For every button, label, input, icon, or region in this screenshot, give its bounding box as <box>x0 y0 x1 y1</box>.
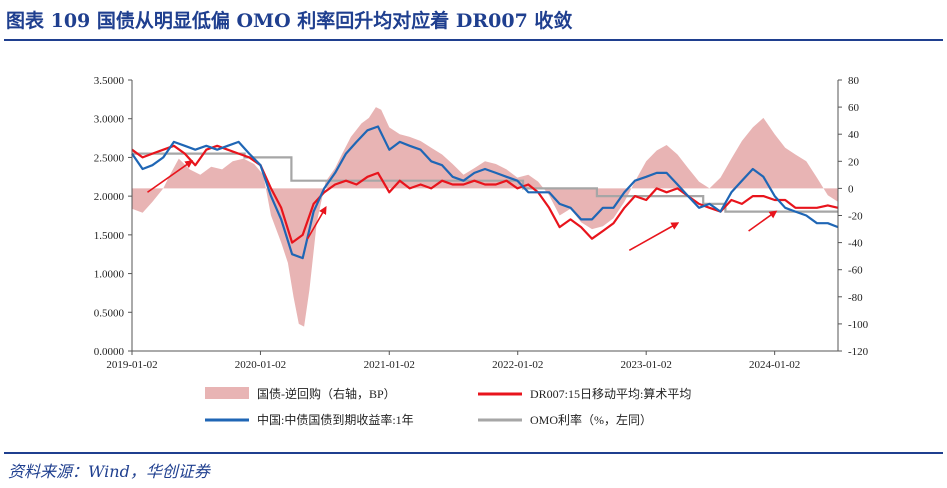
legend-label: 国债-逆回购（右轴，BP） <box>257 386 396 401</box>
x-tick-label: 2023-01-02 <box>621 359 672 371</box>
y-right-tick-label: -80 <box>848 292 863 304</box>
y-left-tick-label: 1.5000 <box>94 230 125 242</box>
source-note: 资料来源：Wind，华创证券 <box>8 462 210 481</box>
y-left-tick-label: 2.5000 <box>94 152 125 164</box>
y-right-tick-label: 20 <box>848 156 860 168</box>
y-right-tick-label: -120 <box>848 346 869 358</box>
y-right-tick-label: 60 <box>848 102 860 114</box>
legend-label: 中国:中债国债到期收益率:1年 <box>257 412 414 427</box>
rebound-arrow <box>306 206 327 240</box>
y-left-tick-label: 0.0000 <box>94 346 125 358</box>
y-right-tick-label: -20 <box>848 211 863 223</box>
y-right-tick-label: 40 <box>848 129 860 141</box>
y-left-tick-label: 0.5000 <box>94 307 125 319</box>
y-left-tick-label: 3.5000 <box>94 75 125 87</box>
omo-step-series <box>132 152 838 213</box>
rebound-arrow <box>628 222 680 252</box>
legend: 国债-逆回购（右轴，BP） DR007:15日移动平均:算术平均中国:中债国债到期… <box>205 386 691 427</box>
legend-swatch-spread <box>205 387 249 399</box>
axes: 0.0000 0.5000 1.0000 1.5000 2.0000 2.5000 3.00… <box>94 75 869 371</box>
y-right-tick-label: 0 <box>848 183 854 195</box>
y-left-tick-label: 1.0000 <box>94 269 125 281</box>
footer-divider <box>4 452 943 454</box>
x-tick-label: 2019-01-02 <box>106 359 157 371</box>
x-tick-label: 2020-01-02 <box>235 359 286 371</box>
y-right-tick-label: -60 <box>848 265 863 277</box>
page-title: 图表 109 国债从明显低偏 OMO 利率回升均对应着 DR007 收敛 <box>6 10 573 32</box>
x-tick-label: 2022-01-02 <box>492 359 543 371</box>
spread-area-series <box>132 107 838 327</box>
y-right-tick-label: -100 <box>848 319 869 331</box>
y-right-tick-label: 80 <box>848 75 860 87</box>
chart: 0.0000 0.5000 1.0000 1.5000 2.0000 2.5000 3.00… <box>94 75 869 427</box>
rebound-arrow <box>748 210 778 232</box>
x-tick-label: 2021-01-02 <box>364 359 415 371</box>
gov1y-line-series <box>131 125 839 260</box>
omo-line <box>132 152 838 213</box>
spread-area <box>132 107 838 327</box>
legend-label: OMO利率（%，左同） <box>530 412 652 427</box>
y-left-tick-label: 2.0000 <box>94 191 125 203</box>
rebound-arrow <box>147 160 194 193</box>
y-left-tick-label: 3.0000 <box>94 114 125 126</box>
legend-label: DR007:15日移动平均:算术平均 <box>530 386 691 401</box>
arrow-annotations <box>147 160 778 252</box>
y-right-tick-label: -40 <box>848 238 863 250</box>
title-divider <box>4 39 943 41</box>
gov1y-line <box>131 125 839 260</box>
x-tick-label: 2024-01-02 <box>749 359 800 371</box>
